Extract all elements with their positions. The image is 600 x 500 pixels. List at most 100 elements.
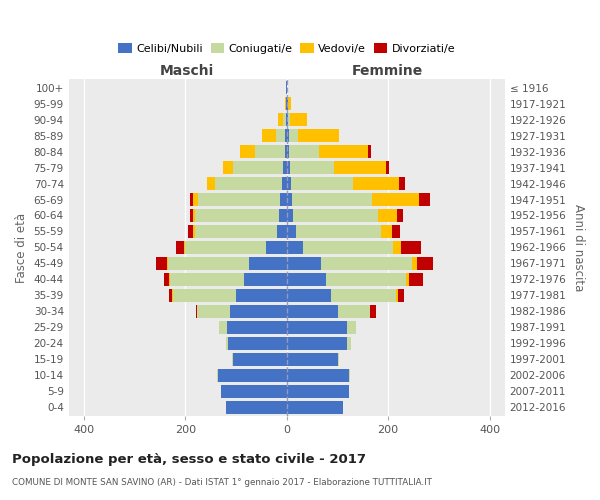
Bar: [217, 368, 218, 382]
Bar: [172, 289, 173, 302]
Bar: [287, 145, 289, 158]
Bar: [266, 241, 287, 254]
Bar: [283, 113, 286, 126]
Bar: [279, 209, 287, 222]
Bar: [412, 257, 416, 270]
Bar: [409, 273, 423, 286]
Bar: [397, 209, 403, 222]
Bar: [401, 241, 421, 254]
Bar: [226, 400, 287, 413]
Text: Popolazione per età, sesso e stato civile - 2017: Popolazione per età, sesso e stato civil…: [12, 452, 366, 466]
Bar: [398, 289, 404, 302]
Text: Femmine: Femmine: [352, 64, 422, 78]
Bar: [221, 384, 287, 398]
Bar: [370, 305, 376, 318]
Bar: [406, 273, 409, 286]
Bar: [393, 241, 401, 254]
Bar: [176, 241, 184, 254]
Bar: [233, 352, 287, 366]
Bar: [287, 368, 349, 382]
Bar: [293, 209, 378, 222]
Bar: [190, 193, 193, 206]
Bar: [281, 177, 287, 190]
Bar: [157, 257, 167, 270]
Bar: [244, 273, 287, 286]
Bar: [419, 193, 430, 206]
Bar: [291, 177, 353, 190]
Bar: [184, 241, 185, 254]
Bar: [386, 161, 389, 174]
Bar: [249, 257, 287, 270]
Bar: [285, 145, 287, 158]
Bar: [285, 129, 287, 142]
Legend: Celibi/Nubili, Coniugati/e, Vedovi/e, Divorziati/e: Celibi/Nubili, Coniugati/e, Vedovi/e, Di…: [114, 39, 460, 58]
Bar: [229, 336, 287, 350]
Text: COMUNE DI MONTE SAN SAVINO (AR) - Dati ISTAT 1° gennaio 2017 - Elaborazione TUTT: COMUNE DI MONTE SAN SAVINO (AR) - Dati I…: [12, 478, 432, 487]
Bar: [232, 352, 233, 366]
Bar: [303, 241, 393, 254]
Bar: [277, 225, 287, 238]
Bar: [289, 145, 319, 158]
Bar: [215, 177, 281, 190]
Bar: [416, 257, 433, 270]
Bar: [227, 321, 287, 334]
Bar: [219, 321, 227, 334]
Bar: [338, 352, 340, 366]
Bar: [193, 225, 196, 238]
Bar: [287, 400, 343, 413]
Bar: [347, 321, 356, 334]
Bar: [278, 113, 283, 126]
Bar: [185, 241, 266, 254]
Bar: [196, 305, 197, 318]
Bar: [396, 289, 398, 302]
Bar: [169, 273, 170, 286]
Bar: [240, 145, 256, 158]
Bar: [287, 352, 338, 366]
Bar: [170, 273, 244, 286]
Bar: [353, 177, 400, 190]
Bar: [378, 209, 397, 222]
Bar: [287, 97, 288, 110]
Bar: [287, 384, 349, 398]
Bar: [288, 113, 290, 126]
Bar: [392, 225, 400, 238]
Bar: [287, 305, 338, 318]
Bar: [290, 161, 334, 174]
Bar: [173, 289, 236, 302]
Bar: [287, 257, 321, 270]
Bar: [286, 113, 287, 126]
Bar: [287, 241, 303, 254]
Bar: [372, 193, 419, 206]
Bar: [233, 161, 283, 174]
Bar: [276, 129, 285, 142]
Bar: [287, 209, 293, 222]
Bar: [287, 161, 290, 174]
Bar: [292, 193, 372, 206]
Bar: [207, 177, 215, 190]
Bar: [289, 129, 298, 142]
Bar: [193, 193, 198, 206]
Bar: [230, 305, 287, 318]
Bar: [334, 161, 386, 174]
Bar: [321, 257, 412, 270]
Bar: [188, 225, 193, 238]
Bar: [287, 225, 296, 238]
Bar: [287, 289, 331, 302]
Text: Maschi: Maschi: [160, 64, 214, 78]
Bar: [287, 273, 326, 286]
Bar: [290, 113, 307, 126]
Bar: [400, 177, 406, 190]
Bar: [196, 225, 277, 238]
Bar: [169, 289, 172, 302]
Bar: [298, 129, 340, 142]
Bar: [287, 193, 292, 206]
Bar: [287, 113, 288, 126]
Bar: [319, 145, 368, 158]
Bar: [280, 193, 287, 206]
Y-axis label: Fasce di età: Fasce di età: [15, 212, 28, 282]
Bar: [196, 209, 279, 222]
Bar: [331, 289, 396, 302]
Bar: [338, 305, 370, 318]
Bar: [288, 97, 291, 110]
Bar: [349, 368, 350, 382]
